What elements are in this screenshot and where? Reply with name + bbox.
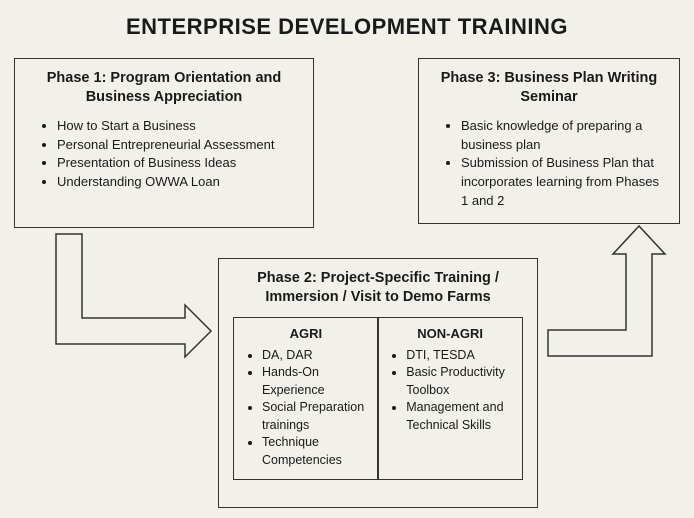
arrow-phase1-to-phase2 xyxy=(38,234,213,364)
phase2-column: AGRI DA, DARHands-On ExperienceSocial Pre… xyxy=(233,317,379,481)
list-item: Basic Productivity Toolbox xyxy=(406,364,512,399)
phase3-list: Basic knowledge of preparing a business … xyxy=(433,117,665,211)
list-item: Basic knowledge of preparing a business … xyxy=(461,117,665,155)
phase2-box: Phase 2: Project-Specific Training / Imm… xyxy=(218,258,538,508)
column-heading: AGRI xyxy=(244,326,368,341)
list-item: How to Start a Business xyxy=(57,117,299,136)
list-item: Presentation of Business Ideas xyxy=(57,154,299,173)
list-item: Management and Technical Skills xyxy=(406,399,512,434)
arrow-phase2-to-phase3 xyxy=(548,224,668,370)
phase3-heading: Phase 3: Business Plan Writing Seminar xyxy=(433,69,665,107)
list-item: Submission of Business Plan that incorpo… xyxy=(461,154,665,211)
column-heading: NON-AGRI xyxy=(388,326,512,341)
list-item: DA, DAR xyxy=(262,347,368,365)
list-item: Hands-On Experience xyxy=(262,364,368,399)
phase2-heading: Phase 2: Project-Specific Training / Imm… xyxy=(233,269,523,307)
phase1-box: Phase 1: Program Orientation and Busines… xyxy=(14,58,314,228)
phase2-columns: AGRI DA, DARHands-On ExperienceSocial Pre… xyxy=(233,317,523,481)
list-item: Social Preparation trainings xyxy=(262,399,368,434)
phase1-heading: Phase 1: Program Orientation and Busines… xyxy=(29,69,299,107)
list-item: Understanding OWWA Loan xyxy=(57,173,299,192)
phase2-column: NON-AGRI DTI, TESDABasic Productivity Too… xyxy=(377,317,523,481)
page-title: ENTERPRISE DEVELOPMENT TRAINING xyxy=(0,0,694,40)
column-list: DTI, TESDABasic Productivity ToolboxMana… xyxy=(388,347,512,435)
list-item: Personal Entrepreneurial Assessment xyxy=(57,136,299,155)
list-item: Technique Competencies xyxy=(262,434,368,469)
list-item: DTI, TESDA xyxy=(406,347,512,365)
phase1-list: How to Start a BusinessPersonal Entrepre… xyxy=(29,117,299,192)
column-list: DA, DARHands-On ExperienceSocial Prepara… xyxy=(244,347,368,470)
phase3-box: Phase 3: Business Plan Writing Seminar B… xyxy=(418,58,680,224)
